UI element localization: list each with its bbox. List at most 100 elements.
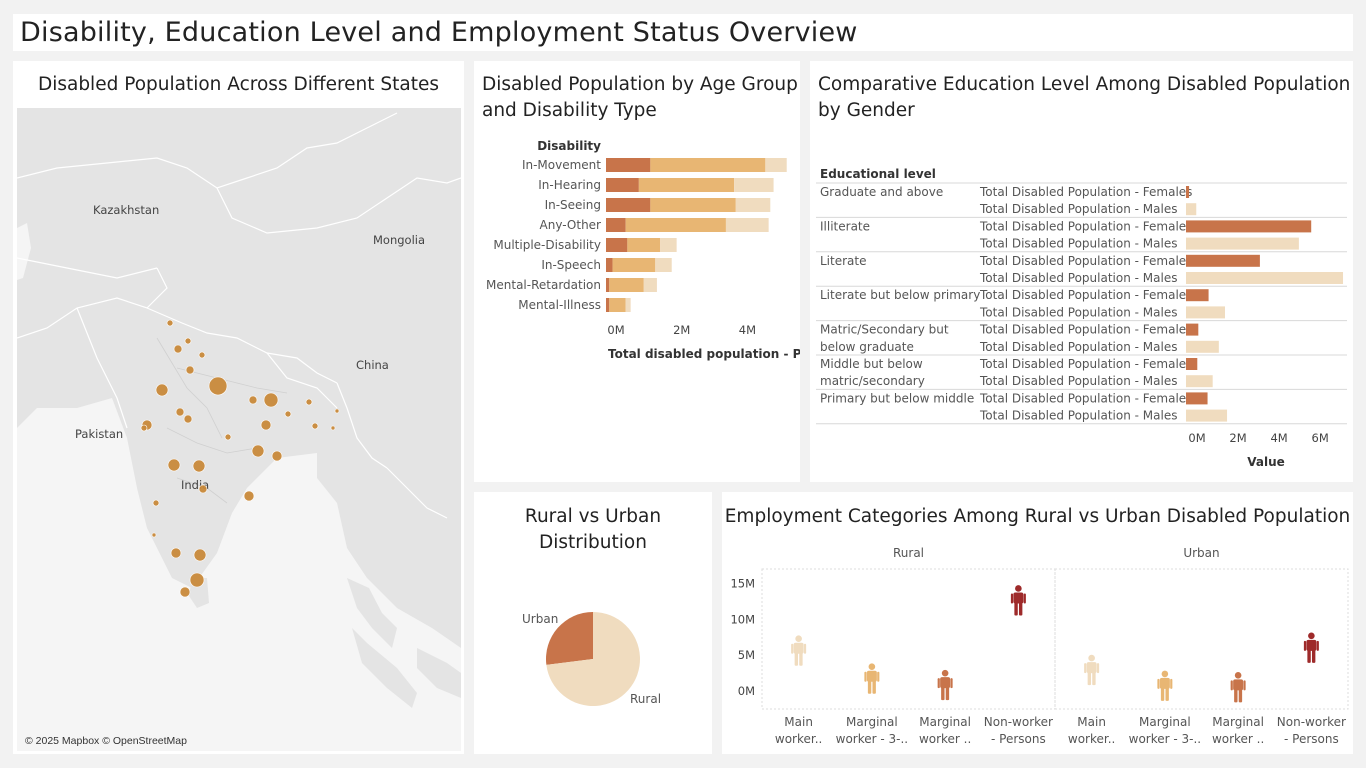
- age-bar-segment[interactable]: [606, 258, 613, 272]
- age-category-label: Multiple-Disability: [493, 238, 601, 252]
- person-icon[interactable]: [1084, 654, 1100, 686]
- edu-bar-chart[interactable]: Educational level Graduate and above Tota…: [810, 161, 1353, 476]
- state-bubble[interactable]: [192, 459, 206, 473]
- age-bar-segment[interactable]: [655, 258, 672, 272]
- state-bubble[interactable]: [198, 484, 208, 494]
- edu-row-label: Total Disabled Population - Females: [979, 219, 1192, 233]
- age-bar-segment[interactable]: [606, 178, 639, 192]
- edu-bar[interactable]: [1186, 392, 1208, 405]
- age-category-label: Mental-Retardation: [486, 278, 601, 292]
- age-bar-segment[interactable]: [609, 298, 626, 312]
- state-bubble[interactable]: [260, 419, 272, 431]
- age-bar-segment[interactable]: [625, 298, 631, 312]
- age-bar-segment[interactable]: [650, 198, 736, 212]
- person-icon[interactable]: [1157, 670, 1173, 701]
- age-bar-segment[interactable]: [638, 178, 735, 192]
- edu-row-label: Total Disabled Population - Females: [979, 185, 1192, 199]
- age-category-label: Any-Other: [540, 218, 602, 232]
- edu-bar[interactable]: [1186, 358, 1198, 370]
- edu-chart-panel: Comparative Education Level Among Disabl…: [810, 61, 1353, 482]
- age-bar-segment[interactable]: [735, 198, 771, 212]
- emp-panel-frame: [1054, 568, 1349, 710]
- edu-bar[interactable]: [1186, 254, 1260, 267]
- state-bubble[interactable]: [173, 344, 183, 354]
- state-bubble[interactable]: [166, 319, 174, 327]
- age-bar-segment[interactable]: [606, 298, 610, 312]
- edu-bar[interactable]: [1186, 220, 1312, 233]
- state-bubble[interactable]: [151, 532, 157, 538]
- person-icon[interactable]: [1010, 585, 1026, 616]
- dashboard-title: Disability, Education Level and Employme…: [20, 17, 858, 48]
- state-bubble[interactable]: [170, 547, 182, 559]
- rural-urban-pie[interactable]: Urban Rural: [474, 592, 712, 722]
- age-bar-segment[interactable]: [612, 258, 656, 272]
- edu-bar[interactable]: [1186, 409, 1228, 422]
- state-bubble[interactable]: [167, 458, 181, 472]
- state-bubble[interactable]: [224, 433, 232, 441]
- age-bar-chart[interactable]: Disability In-Movement In-Hearing In-Seein…: [474, 131, 800, 371]
- state-bubble[interactable]: [175, 407, 185, 417]
- state-bubble[interactable]: [189, 572, 205, 588]
- age-bar-segment[interactable]: [606, 218, 626, 232]
- emp-axis-tick: 15M: [730, 576, 755, 590]
- state-bubble[interactable]: [185, 365, 195, 375]
- state-bubble[interactable]: [284, 410, 292, 418]
- edu-bar[interactable]: [1186, 237, 1299, 250]
- age-bar-segment[interactable]: [627, 238, 661, 252]
- person-icon[interactable]: [1230, 672, 1246, 703]
- edu-bar[interactable]: [1186, 289, 1209, 302]
- state-bubble[interactable]: [305, 398, 313, 406]
- pie-slice-rural[interactable]: [546, 612, 640, 706]
- age-bar-segment[interactable]: [625, 218, 726, 232]
- age-bar-segment[interactable]: [765, 158, 787, 172]
- state-bubble[interactable]: [251, 444, 265, 458]
- edu-chart-header: Educational level: [820, 167, 936, 181]
- state-bubble[interactable]: [208, 376, 228, 396]
- map-attribution[interactable]: © 2025 Mapbox © OpenStreetMap: [25, 735, 187, 747]
- state-bubble[interactable]: [334, 408, 340, 414]
- state-bubble[interactable]: [179, 586, 191, 598]
- state-bubble[interactable]: [155, 383, 169, 397]
- edu-group-label: Literate: [820, 254, 866, 268]
- state-bubble[interactable]: [184, 337, 192, 345]
- person-icon[interactable]: [791, 635, 807, 666]
- age-bar-segment[interactable]: [606, 158, 651, 172]
- edu-group-label: Matric/Secondary but: [820, 323, 949, 337]
- state-bubble[interactable]: [152, 499, 160, 507]
- edu-bar[interactable]: [1186, 306, 1225, 319]
- state-bubble[interactable]: [263, 392, 279, 408]
- state-bubble[interactable]: [243, 490, 255, 502]
- emp-category-label: Marginal: [919, 715, 971, 729]
- edu-bar[interactable]: [1186, 272, 1344, 284]
- age-bar-segment[interactable]: [725, 218, 769, 232]
- age-bar-segment[interactable]: [734, 178, 774, 192]
- state-bubble[interactable]: [330, 425, 336, 431]
- age-bar-segment[interactable]: [606, 278, 610, 292]
- age-bar-segment[interactable]: [606, 238, 628, 252]
- edu-bar[interactable]: [1186, 323, 1199, 336]
- state-bubble[interactable]: [198, 351, 206, 359]
- state-bubble[interactable]: [311, 422, 319, 430]
- map-canvas[interactable]: Kazakhstan Mongolia China Pakistan India: [17, 108, 461, 751]
- employment-chart[interactable]: 15M 10M 5M 0M Rural Main worker.. Marginal worke…: [722, 542, 1353, 752]
- person-icon[interactable]: [937, 669, 953, 701]
- edu-bar[interactable]: [1186, 203, 1197, 216]
- pie-slice-urban[interactable]: [546, 612, 593, 665]
- edu-row-label: Total Disabled Population - Females: [979, 288, 1192, 302]
- edu-bar[interactable]: [1186, 375, 1213, 388]
- edu-group-label: below graduate: [820, 340, 914, 354]
- edu-bar[interactable]: [1186, 340, 1219, 353]
- state-bubble[interactable]: [271, 450, 283, 462]
- age-bar-segment[interactable]: [643, 278, 657, 292]
- age-bar-segment[interactable]: [650, 158, 766, 172]
- state-bubble[interactable]: [183, 414, 193, 424]
- state-bubble[interactable]: [140, 424, 148, 432]
- person-icon[interactable]: [864, 663, 880, 694]
- age-bar-segment[interactable]: [660, 238, 677, 252]
- state-bubble[interactable]: [248, 395, 258, 405]
- age-bar-segment[interactable]: [606, 198, 651, 212]
- edu-bar[interactable]: [1186, 186, 1190, 198]
- state-bubble[interactable]: [193, 548, 207, 562]
- person-icon[interactable]: [1303, 632, 1319, 663]
- age-bar-segment[interactable]: [609, 278, 644, 292]
